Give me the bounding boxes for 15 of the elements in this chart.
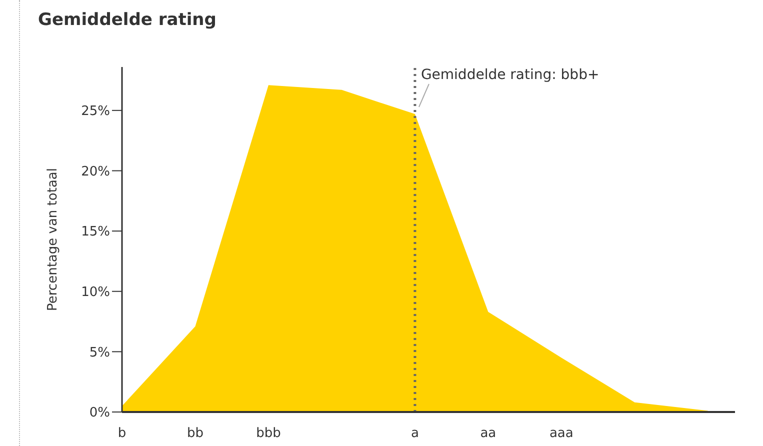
ref-line-label: Gemiddelde rating: bbb+ [420,67,600,83]
y-axis-title: Percentage van totaal [46,168,61,311]
y-tick-label: 0% [89,406,110,421]
y-tick-label: 10% [81,284,110,300]
x-tick-label: a [410,426,419,442]
x-tick-label: bbb [256,426,281,442]
y-tick-label: 25% [81,104,110,120]
x-tick-label: aa [480,426,496,442]
y-tick-label: 5% [89,345,110,360]
x-tick-label: b [118,426,126,442]
x-tick-label: bb [186,426,204,442]
y-tick-label: 20% [81,164,110,180]
y-tick-label: 15% [81,224,110,240]
chart-title: Gemiddelde rating [38,10,216,30]
x-tick-label: aaa [549,426,574,442]
